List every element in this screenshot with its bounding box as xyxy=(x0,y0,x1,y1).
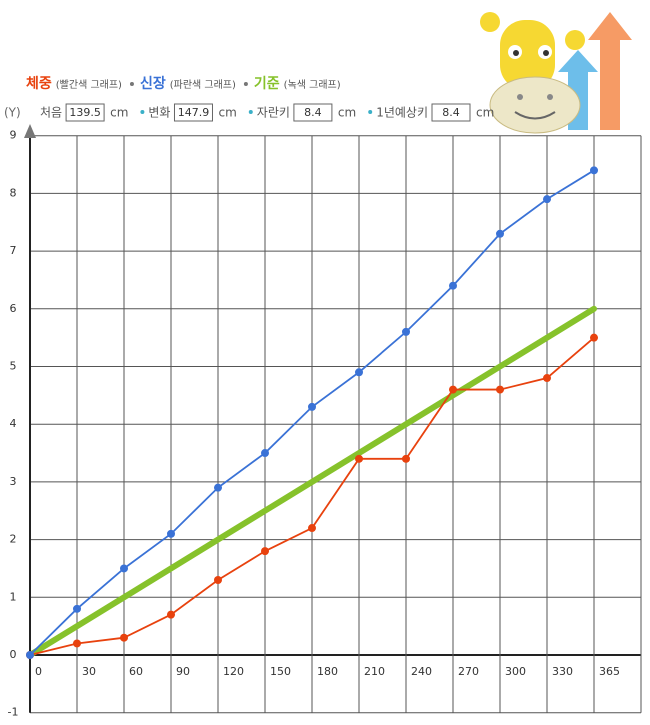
x-tick-label: 270 xyxy=(458,665,479,678)
y-tick-label: 5 xyxy=(10,360,17,373)
info-value: 8.4 xyxy=(442,106,460,119)
legend-bullet xyxy=(243,82,248,86)
data-point xyxy=(73,639,81,648)
data-point xyxy=(543,195,551,204)
info-label: 1년예상키 xyxy=(376,106,428,120)
info-unit: cm xyxy=(110,106,128,120)
series-line xyxy=(27,305,597,658)
y-tick-label: 6 xyxy=(10,302,17,315)
data-point xyxy=(496,229,504,238)
y-tick-label: 7 xyxy=(10,244,17,257)
data-point xyxy=(214,483,222,492)
data-point xyxy=(355,368,363,377)
info-label: 변화 xyxy=(148,106,170,120)
info-unit: cm xyxy=(218,106,236,120)
legend-note: (파란색 그래프) xyxy=(170,79,236,91)
data-point xyxy=(449,385,457,394)
info-box xyxy=(65,103,105,122)
info-label: 자란키 xyxy=(257,106,290,120)
x-tick-label: 0 xyxy=(35,665,42,678)
x-tick-label: 120 xyxy=(223,665,244,678)
data-point xyxy=(449,281,457,290)
data-point xyxy=(355,454,363,463)
y-tick-label: 1 xyxy=(10,590,17,603)
y-tick-label: 3 xyxy=(10,475,17,488)
data-point xyxy=(402,327,410,336)
legend-name: 신장 xyxy=(140,75,166,92)
x-tick-label: 365 xyxy=(599,665,620,678)
x-tick-label: 30 xyxy=(82,665,96,678)
data-point xyxy=(590,166,598,175)
legend-bullet xyxy=(129,82,134,86)
info-box xyxy=(173,103,213,122)
info-box xyxy=(293,103,333,122)
y-tick-label: -1 xyxy=(8,706,19,719)
data-point xyxy=(308,402,316,411)
info-box xyxy=(431,103,471,122)
info-value: 139.5 xyxy=(69,106,101,119)
data-point xyxy=(590,333,598,342)
x-tick-label: 240 xyxy=(411,665,432,678)
y-tick-label: 2 xyxy=(10,533,17,546)
data-point xyxy=(120,633,128,642)
data-point xyxy=(261,547,269,556)
x-tick-label: 180 xyxy=(317,665,338,678)
y-tick-label: 9 xyxy=(10,129,17,142)
data-point xyxy=(543,374,551,383)
x-tick-label: 300 xyxy=(505,665,526,678)
data-point xyxy=(120,564,128,573)
illustration xyxy=(480,12,632,134)
data-point xyxy=(167,610,175,619)
y-tick-label: 0 xyxy=(10,648,17,661)
data-point xyxy=(167,529,175,538)
data-point xyxy=(402,454,410,463)
data-point xyxy=(26,651,34,659)
x-tick-label: 330 xyxy=(552,665,573,678)
data-point xyxy=(73,604,81,613)
y-tick-label: 8 xyxy=(10,186,17,199)
info-bullet xyxy=(248,110,253,114)
x-tick-label: 150 xyxy=(270,665,291,678)
data-point xyxy=(496,385,504,394)
x-tick-label: 90 xyxy=(176,665,190,678)
info-bullet xyxy=(368,110,373,114)
y-tick-label: 4 xyxy=(10,417,17,430)
legend-name: 체중 xyxy=(26,76,52,92)
x-tick-label: 210 xyxy=(364,665,385,678)
legend-note: (녹색 그래프) xyxy=(284,79,341,91)
info-unit: cm xyxy=(338,106,356,120)
legend-note: (빨간색 그래프) xyxy=(56,79,122,91)
info-value: 8.4 xyxy=(304,106,322,119)
data-point xyxy=(261,449,269,458)
data-point xyxy=(308,524,316,533)
axis-label: (Y) xyxy=(4,106,21,120)
legend-name: 기준 xyxy=(254,76,280,92)
info-bullet xyxy=(140,110,145,114)
info-value: 147.9 xyxy=(178,106,210,119)
axis-arrow xyxy=(24,124,36,138)
info-unit: cm xyxy=(476,106,494,120)
data-point xyxy=(214,575,222,584)
info-label: 처음 xyxy=(40,106,62,120)
x-tick-label: 60 xyxy=(129,665,143,678)
